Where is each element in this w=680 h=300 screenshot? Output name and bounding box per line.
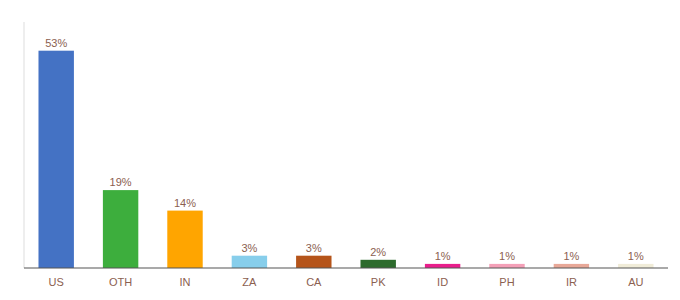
bar xyxy=(425,264,460,268)
x-tick-label: AU xyxy=(628,276,643,288)
bar xyxy=(232,256,267,268)
bar xyxy=(489,264,524,268)
x-tick-label: CA xyxy=(306,276,322,288)
x-tick-label: ID xyxy=(437,276,448,288)
chart-container: 53% 19% 14% 3% 3% 2% 1% 1% 1% 1% US OTH IN ZA CA PK ID PH… xyxy=(0,0,680,300)
x-tick-label: OTH xyxy=(109,276,132,288)
data-label: 14% xyxy=(174,197,196,209)
bar xyxy=(618,264,653,268)
x-tick-label: IN xyxy=(180,276,191,288)
data-label: 3% xyxy=(306,242,322,254)
data-label: 1% xyxy=(499,250,515,262)
x-axis-line xyxy=(24,267,668,268)
data-label: 3% xyxy=(241,242,257,254)
data-label: 53% xyxy=(45,37,67,49)
bar xyxy=(167,211,202,268)
data-label: 1% xyxy=(628,250,644,262)
chart: 53% 19% 14% 3% 3% 2% 1% 1% 1% 1% US OTH IN ZA CA PK ID PH… xyxy=(0,0,680,300)
x-tick-label: US xyxy=(49,276,64,288)
x-tick-label: PH xyxy=(499,276,514,288)
data-label: 19% xyxy=(110,176,132,188)
bar xyxy=(554,264,589,268)
data-label: 2% xyxy=(370,246,386,258)
data-label: 1% xyxy=(435,250,451,262)
y-axis-line xyxy=(24,22,25,268)
bar xyxy=(360,260,395,268)
x-tick-label: PK xyxy=(371,276,386,288)
data-label: 1% xyxy=(563,250,579,262)
bars xyxy=(38,51,653,268)
bar xyxy=(296,256,331,268)
bar xyxy=(38,51,73,268)
x-tick-label: IR xyxy=(566,276,577,288)
x-tick-label: ZA xyxy=(242,276,257,288)
bar xyxy=(103,190,138,268)
